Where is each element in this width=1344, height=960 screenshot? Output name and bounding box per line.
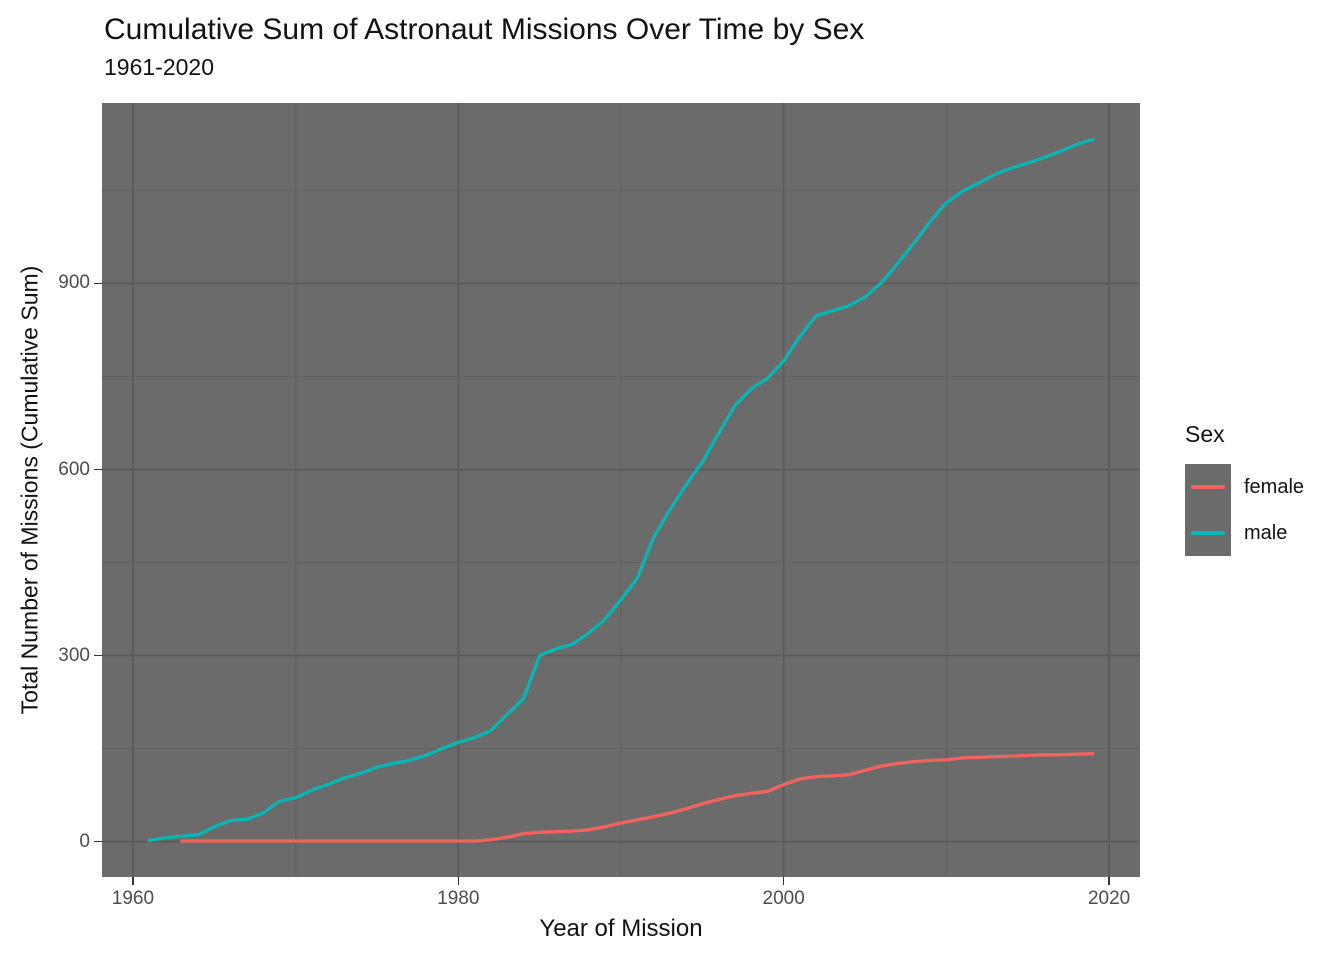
x-tick-mark	[1108, 877, 1110, 885]
x-tick-mark	[782, 877, 785, 885]
chart-title: Cumulative Sum of Astronaut Missions Ove…	[104, 13, 865, 46]
chart-subtitle: 1961-2020	[104, 54, 214, 80]
legend-label-female: female	[1244, 476, 1305, 498]
x-tick-label: 1960	[111, 888, 155, 909]
x-tick-mark	[132, 877, 134, 885]
legend-key-male-line-icon	[1191, 531, 1225, 535]
male-line	[147, 137, 1095, 843]
legend-key-box	[1185, 464, 1231, 556]
y-tick-label: 300	[58, 644, 90, 666]
legend-label-male: male	[1244, 522, 1288, 544]
x-tick-mark	[457, 877, 460, 885]
legend-key-female-line-icon	[1191, 485, 1225, 489]
x-tick-label: 2020	[1087, 888, 1131, 909]
plot-area-svg	[102, 103, 1140, 877]
y-tick-label: 600	[58, 458, 90, 480]
plot-panel	[102, 103, 1140, 877]
y-tick-mark	[94, 840, 102, 843]
legend-key-female	[1185, 464, 1231, 510]
legend-title: Sex	[1185, 421, 1225, 447]
x-tick-label: 1980	[437, 888, 480, 909]
y-tick-mark	[94, 282, 102, 285]
y-tick-label: 0	[79, 830, 90, 852]
y-tick-mark	[94, 654, 102, 657]
y-tick-label: 900	[58, 272, 90, 294]
x-axis-title: Year of Mission	[539, 915, 703, 942]
legend-key-male	[1185, 510, 1231, 556]
y-tick-mark	[94, 468, 102, 471]
female-line	[180, 751, 1095, 843]
x-tick-label: 2000	[762, 888, 805, 909]
